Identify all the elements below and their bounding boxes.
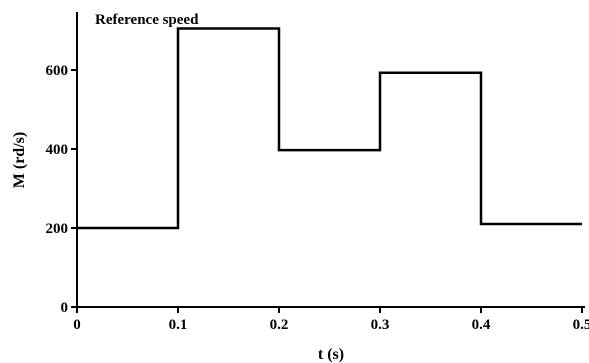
x-tick-label: 0.5 xyxy=(573,317,589,333)
x-ticks: 0 0.1 0.2 0.3 0.4 0.5 xyxy=(73,307,589,333)
plot-area xyxy=(77,27,582,230)
y-tick-label: 200 xyxy=(46,221,69,237)
x-tick-label: 0 xyxy=(73,317,81,333)
reference-speed-line xyxy=(77,27,582,230)
x-tick-label: 0.3 xyxy=(371,317,390,333)
axes xyxy=(76,12,585,308)
y-ticks: 0 200 400 600 xyxy=(46,63,77,316)
x-tick-label: 0.1 xyxy=(169,317,188,333)
x-tick-label: 0.2 xyxy=(270,317,289,333)
y-tick-label: 600 xyxy=(46,63,69,79)
y-axis-label: M (rd/s) xyxy=(11,132,28,188)
x-tick-label: 0.4 xyxy=(472,317,491,333)
chart-title: Reference speed xyxy=(95,12,199,28)
x-axis-label: t (s) xyxy=(318,346,344,363)
y-tick-label: 400 xyxy=(46,142,69,158)
y-tick-label: 0 xyxy=(61,300,69,316)
